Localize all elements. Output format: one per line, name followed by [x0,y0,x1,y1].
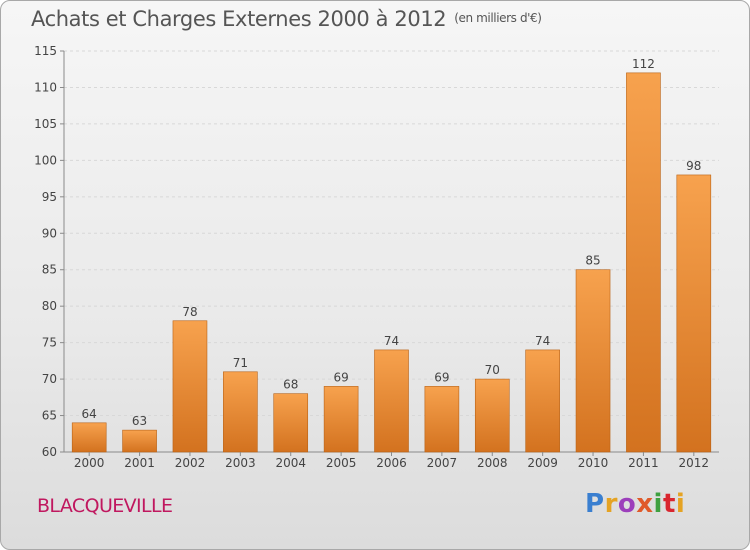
bar-value-label: 74 [535,334,550,348]
y-tick-label: 110 [34,80,57,94]
bar-value-label: 68 [283,378,298,392]
bar [424,386,460,453]
chart-title: Achats et Charges Externes 2000 à 2012 (e… [31,7,542,31]
y-tick-label: 60 [42,445,57,459]
bar [474,378,510,453]
bar [626,72,661,453]
y-tick-label: 105 [34,117,57,131]
y-tick-label: 95 [42,190,57,204]
bar [122,429,157,453]
unit-text: (en milliers d'€) [454,11,542,25]
x-tick-label: 2005 [326,456,357,470]
logo-letter: x [636,489,654,519]
bar-value-label: 78 [182,305,197,319]
x-tick-label: 2008 [477,456,508,470]
bar [223,371,258,453]
bar [525,349,560,453]
bar-value-label: 69 [434,370,449,384]
bar [273,393,309,453]
logo-letter: i [653,489,663,519]
bar [172,320,208,453]
bar-value-label: 98 [686,159,701,173]
y-tick-label: 100 [34,153,57,167]
bar [71,422,107,453]
x-tick-label: 2011 [628,456,659,470]
logo-letter: r [604,489,618,519]
y-tick-label: 70 [42,372,57,386]
logo-letter: i [675,489,686,519]
proxiti-logo: Proxiti [585,489,685,519]
x-tick-label: 2012 [679,456,710,470]
bar [374,349,409,453]
bar-value-label: 112 [632,57,655,71]
x-tick-label: 2002 [175,456,206,470]
bar-value-label: 63 [132,414,147,428]
bar-value-label: 71 [233,356,248,370]
bar-value-label: 70 [485,363,500,377]
bar-value-label: 64 [82,407,97,421]
x-tick-label: 2007 [427,456,458,470]
bar-value-label: 85 [585,254,600,268]
bar [323,386,359,453]
logo-letter: t [662,489,676,519]
bar-value-label: 69 [333,370,348,384]
x-tick-label: 2001 [124,456,155,470]
place-name: BLACQUEVILLE [37,495,173,517]
bar [575,269,611,453]
title-text: Achats et Charges Externes 2000 à 2012 [31,7,447,31]
x-tick-label: 2010 [578,456,609,470]
y-tick-label: 80 [42,299,57,313]
y-tick-label: 75 [42,336,57,350]
y-tick-label: 90 [42,226,57,240]
x-tick-label: 2000 [74,456,105,470]
y-tick-label: 115 [34,44,57,58]
x-tick-label: 2006 [376,456,407,470]
y-tick-label: 65 [42,409,57,423]
logo-letter: P [585,489,605,519]
bar [676,174,712,453]
bar-value-label: 74 [384,334,399,348]
logo-letter: o [617,489,637,519]
x-tick-label: 2004 [275,456,306,470]
x-tick-label: 2003 [225,456,256,470]
y-tick-label: 85 [42,263,57,277]
x-tick-label: 2009 [527,456,558,470]
